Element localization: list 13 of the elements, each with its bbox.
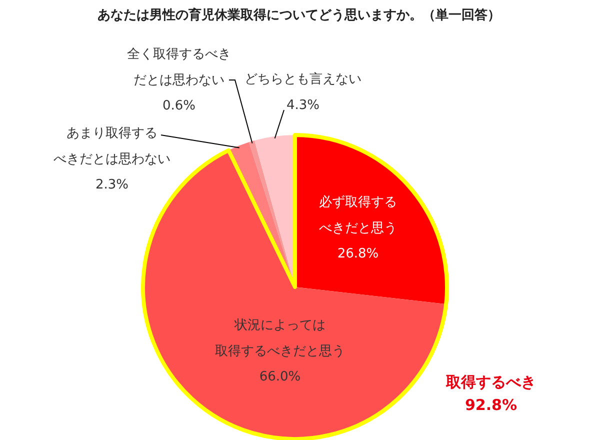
data-label: 0.6% <box>162 98 196 114</box>
data-label: 66.0% <box>259 369 301 384</box>
slice-label: どちらとも言えない <box>244 70 362 86</box>
chart-title: あなたは男性の育児休業取得についてどう思いますか。（単一回答） <box>96 7 502 25</box>
data-label: 4.3% <box>286 97 320 112</box>
pie-slice <box>295 135 447 304</box>
data-label: 26.8% <box>337 246 379 262</box>
text: 取得するべき 92.8% <box>445 373 536 414</box>
slice-label: 必ず取得するべきだと思う <box>319 194 397 236</box>
slice-label: あまり取得するべきだとは思わない <box>54 126 170 166</box>
data-label: 2.3% <box>95 177 129 192</box>
slice-label: 状況によっては取得するべきだと思う <box>215 318 345 358</box>
slice-label: 全く取得するべきだとは思わない <box>127 46 231 88</box>
